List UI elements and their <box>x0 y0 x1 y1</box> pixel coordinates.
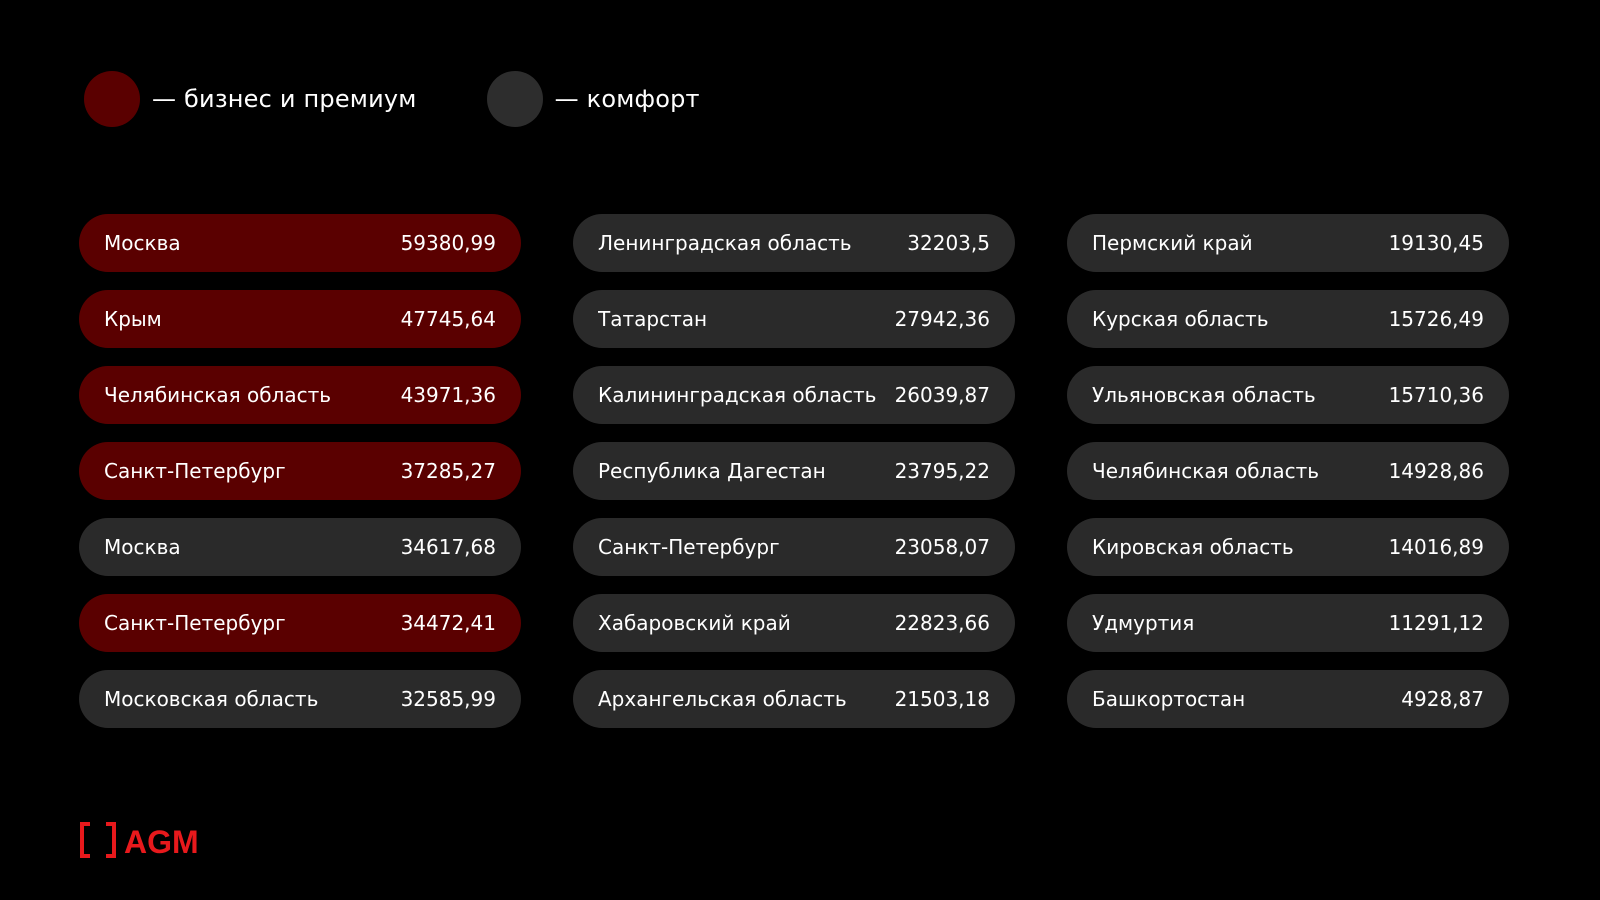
region-name: Москва <box>104 231 181 255</box>
region-row: Кировская область 14016,89 <box>1067 518 1509 576</box>
region-value: 15726,49 <box>1388 307 1484 331</box>
column-1: Москва 59380,99 Крым 47745,64 Челябинска… <box>79 214 521 746</box>
region-name: Ленинградская область <box>598 231 852 255</box>
premium-dot-icon <box>84 71 140 127</box>
region-name: Башкортостан <box>1092 687 1246 711</box>
region-row: Пермский край 19130,45 <box>1067 214 1509 272</box>
region-row: Калининградская область 26039,87 <box>573 366 1015 424</box>
region-row: Московская область 32585,99 <box>79 670 521 728</box>
region-name: Татарстан <box>598 307 708 331</box>
region-value: 11291,12 <box>1388 611 1484 635</box>
region-value: 14928,86 <box>1388 459 1484 483</box>
region-row: Ленинградская область 32203,5 <box>573 214 1015 272</box>
region-row: Башкортостан 4928,87 <box>1067 670 1509 728</box>
legend: — бизнес и премиум — комфорт <box>84 71 770 127</box>
region-value: 59380,99 <box>400 231 496 255</box>
region-name: Хабаровский край <box>598 611 791 635</box>
region-columns: Москва 59380,99 Крым 47745,64 Челябинска… <box>79 214 1509 746</box>
region-value: 15710,36 <box>1388 383 1484 407</box>
region-name: Республика Дагестан <box>598 459 826 483</box>
region-value: 34617,68 <box>400 535 496 559</box>
region-row: Москва 34617,68 <box>79 518 521 576</box>
region-name: Ульяновская область <box>1092 383 1316 407</box>
region-name: Санкт-Петербург <box>598 535 780 559</box>
region-value: 19130,45 <box>1388 231 1484 255</box>
region-value: 34472,41 <box>400 611 496 635</box>
region-name: Челябинская область <box>104 383 332 407</box>
agm-logo: AGM <box>80 820 202 860</box>
region-name: Курская область <box>1092 307 1269 331</box>
region-value: 32585,99 <box>400 687 496 711</box>
legend-label-premium: — бизнес и премиум <box>152 85 417 113</box>
region-name: Санкт-Петербург <box>104 611 286 635</box>
region-row: Курская область 15726,49 <box>1067 290 1509 348</box>
region-name: Москва <box>104 535 181 559</box>
column-3: Пермский край 19130,45 Курская область 1… <box>1067 214 1509 746</box>
region-name: Удмуртия <box>1092 611 1195 635</box>
region-value: 27942,36 <box>894 307 990 331</box>
region-value: 21503,18 <box>894 687 990 711</box>
region-row: Архангельская область 21503,18 <box>573 670 1015 728</box>
region-value: 23795,22 <box>894 459 990 483</box>
region-value: 47745,64 <box>400 307 496 331</box>
region-row: Республика Дагестан 23795,22 <box>573 442 1015 500</box>
region-row: Удмуртия 11291,12 <box>1067 594 1509 652</box>
region-row: Ульяновская область 15710,36 <box>1067 366 1509 424</box>
region-row: Крым 47745,64 <box>79 290 521 348</box>
region-name: Санкт-Петербург <box>104 459 286 483</box>
region-name: Кировская область <box>1092 535 1294 559</box>
region-value: 43971,36 <box>400 383 496 407</box>
region-name: Архангельская область <box>598 687 847 711</box>
region-row: Татарстан 27942,36 <box>573 290 1015 348</box>
region-value: 37285,27 <box>400 459 496 483</box>
region-value: 22823,66 <box>894 611 990 635</box>
region-row: Санкт-Петербург 23058,07 <box>573 518 1015 576</box>
agm-logo-mark: AGM <box>80 822 199 860</box>
region-row: Челябинская область 43971,36 <box>79 366 521 424</box>
legend-label-comfort: — комфорт <box>554 85 700 113</box>
region-row: Москва 59380,99 <box>79 214 521 272</box>
region-value: 26039,87 <box>894 383 990 407</box>
region-value: 4928,87 <box>1401 687 1484 711</box>
column-2: Ленинградская область 32203,5 Татарстан … <box>573 214 1015 746</box>
region-name: Калининградская область <box>598 383 877 407</box>
region-row: Челябинская область 14928,86 <box>1067 442 1509 500</box>
region-row: Санкт-Петербург 34472,41 <box>79 594 521 652</box>
region-value: 14016,89 <box>1388 535 1484 559</box>
region-name: Челябинская область <box>1092 459 1320 483</box>
region-name: Московская область <box>104 687 319 711</box>
region-row: Хабаровский край 22823,66 <box>573 594 1015 652</box>
region-value: 23058,07 <box>894 535 990 559</box>
logo-text: AGM <box>124 824 199 860</box>
legend-item-premium: — бизнес и премиум <box>84 71 417 127</box>
region-name: Пермский край <box>1092 231 1253 255</box>
legend-item-comfort: — комфорт <box>486 71 700 127</box>
region-name: Крым <box>104 307 162 331</box>
region-row: Санкт-Петербург 37285,27 <box>79 442 521 500</box>
region-value: 32203,5 <box>907 231 990 255</box>
comfort-dot-icon <box>486 71 543 127</box>
